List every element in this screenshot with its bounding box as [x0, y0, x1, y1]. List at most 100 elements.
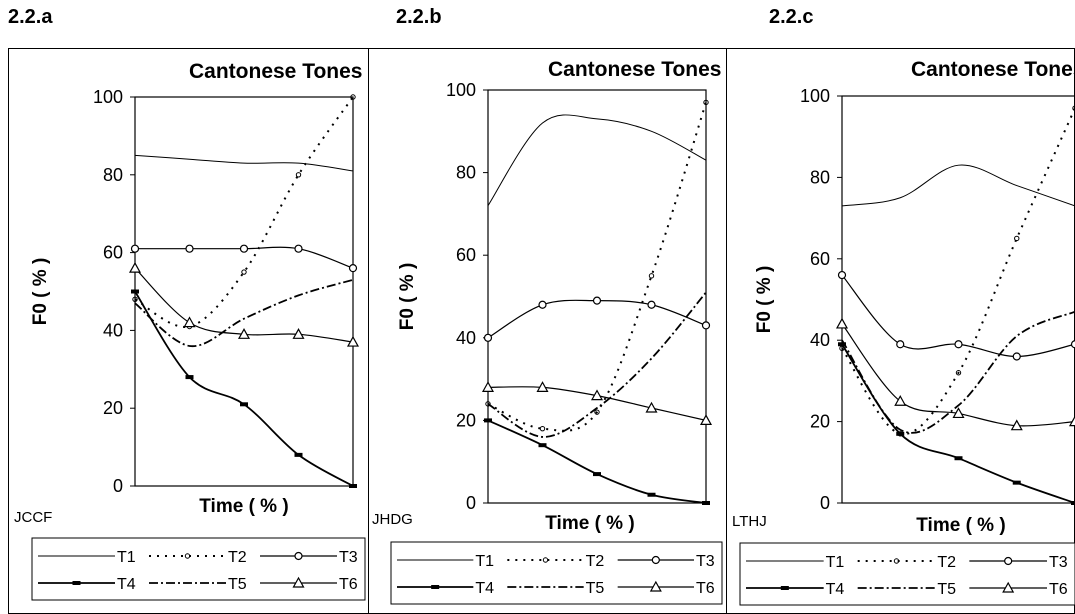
- series-marker-T4: [593, 472, 601, 477]
- series-marker-T3: [239, 244, 249, 253]
- chart-title: Cantonese Tones: [911, 58, 1075, 81]
- series-line-T5: [135, 278, 353, 347]
- series-line-T1: [135, 154, 353, 172]
- chart-title: Cantonese Tones: [189, 60, 362, 83]
- series-line-T4: [135, 291, 353, 486]
- series-marker-T6: [481, 381, 495, 392]
- plot-area: [134, 96, 354, 487]
- legend-label-T5: T5: [228, 576, 247, 593]
- speaker-label: LTHJ: [732, 513, 767, 530]
- series-marker-T2: [539, 425, 546, 432]
- series-marker-T6: [536, 381, 549, 392]
- y-tick-label: 100: [93, 87, 123, 107]
- series-marker-T3: [592, 296, 602, 305]
- legend-marker-T3: [651, 555, 660, 565]
- chart-1: Cantonese Tones 0 20 40 60 80 100 F0 ( % ) Time …: [372, 58, 723, 605]
- legend-label-T5: T5: [586, 580, 605, 597]
- series-marker-T2: [485, 401, 491, 407]
- y-tick-label: 80: [456, 163, 476, 183]
- legend-marker-T4: [780, 586, 789, 590]
- plot-area: [841, 95, 1075, 504]
- y-tick-label: 40: [456, 328, 476, 348]
- series-marker-T2: [955, 370, 962, 376]
- series-line-T6: [842, 323, 1075, 427]
- series-marker-T4: [294, 452, 303, 457]
- series-marker-T2: [241, 269, 247, 275]
- legend-label-T4: T4: [475, 580, 494, 597]
- legend-label-T1: T1: [826, 554, 845, 571]
- series-marker-T3: [896, 340, 905, 349]
- series-marker-T4: [349, 484, 357, 488]
- series-line-T3: [488, 299, 706, 339]
- series-marker-T4: [484, 418, 492, 423]
- legend-marker-T6: [292, 576, 305, 588]
- series-marker-T6: [128, 261, 142, 273]
- chart-0: Cantonese Tones 0 20 40 60 80 100 F0 ( % ) Time …: [14, 60, 366, 601]
- series-marker-T4: [702, 501, 710, 505]
- series-marker-T3: [954, 340, 963, 349]
- series-marker-T4: [185, 375, 194, 380]
- x-axis-label: Time ( % ): [199, 496, 288, 517]
- series-line-T2: [135, 96, 353, 328]
- series-marker-T2: [295, 172, 302, 178]
- series-marker-T3: [1070, 340, 1075, 349]
- y-tick-label: 40: [103, 320, 123, 340]
- series-marker-T6: [645, 401, 658, 413]
- legend-label-T5: T5: [937, 581, 956, 598]
- series-marker-T4: [538, 443, 547, 448]
- legend-marker-T4: [431, 585, 440, 589]
- legend-label-T6: T6: [339, 576, 358, 593]
- legend-label-T4: T4: [826, 581, 845, 598]
- series-marker-T3: [701, 321, 711, 330]
- series-marker-T4: [954, 456, 963, 461]
- legend-marker-T2: [893, 558, 900, 564]
- legend-label-T2: T2: [586, 553, 605, 570]
- y-tick-label: 80: [810, 167, 830, 187]
- legend-label-T1: T1: [475, 553, 494, 570]
- y-tick-label: 80: [103, 165, 123, 185]
- y-tick-label: 0: [113, 476, 123, 496]
- series-marker-T2: [648, 273, 655, 279]
- series-marker-T3: [348, 264, 358, 273]
- y-tick-label: 100: [446, 80, 476, 100]
- series-marker-T6: [835, 317, 849, 329]
- series-marker-T3: [538, 300, 547, 309]
- series-marker-T4: [1071, 501, 1075, 505]
- series-marker-T4: [1012, 480, 1021, 485]
- series-marker-T6: [346, 335, 360, 347]
- series-marker-T4: [838, 342, 846, 347]
- legend-label-T3: T3: [1049, 554, 1068, 571]
- legend-label-T6: T6: [696, 580, 715, 597]
- panel-label-b: 2.2.b: [396, 6, 442, 28]
- y-tick-label: 60: [103, 243, 123, 263]
- series-marker-T3: [185, 244, 194, 253]
- y-tick-label: 60: [456, 245, 476, 265]
- legend-marker-T2: [542, 557, 549, 563]
- series-marker-T3: [647, 300, 656, 309]
- chart-title: Cantonese Tones: [548, 58, 721, 81]
- series-marker-T6: [1010, 419, 1023, 431]
- series-marker-T2: [594, 409, 600, 415]
- series-marker-T6: [183, 316, 196, 328]
- y-tick-label: 100: [800, 86, 830, 106]
- series-marker-T4: [240, 402, 248, 407]
- series-line-T1: [842, 164, 1075, 207]
- legend-marker-T6: [649, 580, 662, 592]
- y-tick-label: 0: [466, 493, 476, 513]
- series-marker-T3: [130, 244, 140, 253]
- series-marker-T6: [894, 395, 907, 406]
- series-marker-T4: [647, 492, 656, 497]
- series-line-T4: [488, 419, 706, 503]
- series-line-T1: [488, 114, 706, 206]
- x-axis-label: Time ( % ): [545, 513, 634, 534]
- series-line-T4: [842, 343, 1075, 503]
- legend-label-T2: T2: [937, 554, 956, 571]
- series-marker-T2: [1014, 235, 1020, 242]
- legend-box: [739, 542, 1075, 606]
- speaker-label: JHDG: [372, 511, 413, 528]
- series-marker-T3: [483, 333, 493, 342]
- y-tick-label: 20: [456, 410, 476, 430]
- series-marker-T6: [292, 328, 305, 339]
- y-tick-label: 60: [810, 249, 830, 269]
